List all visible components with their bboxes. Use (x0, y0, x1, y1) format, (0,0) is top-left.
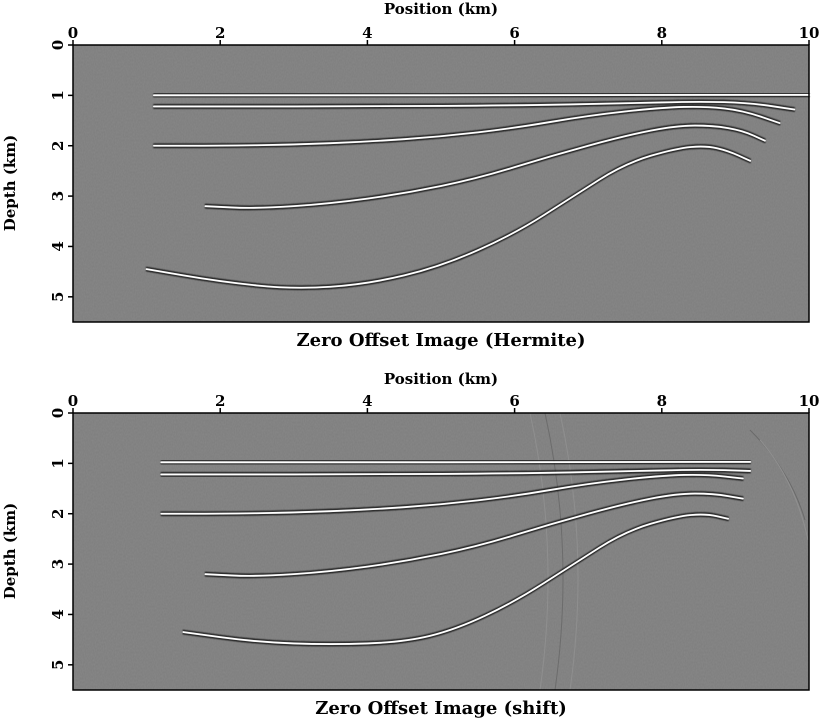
reflector-3-trough (153, 104, 781, 145)
x-tick-label: 6 (509, 392, 519, 410)
y-tick-label: 1 (49, 458, 67, 468)
y-axis-label: Depth (km) (1, 135, 19, 232)
reflector-2-peak (160, 468, 752, 476)
reflector-1-peak (153, 93, 810, 97)
y-tick-label: 2 (49, 509, 67, 519)
reflector-2-trough (153, 99, 796, 109)
y-tick-label: 0 (49, 408, 67, 418)
reflector-4-trough (204, 126, 766, 211)
reflector-1-trough (160, 462, 751, 465)
reflector-5-trough (145, 147, 751, 291)
y-tick-label: 0 (49, 40, 67, 50)
reflector-3-trough (160, 475, 744, 517)
y-tick-label: 5 (49, 660, 67, 670)
reflector-3-trough (160, 472, 744, 513)
y-tick-label: 5 (49, 292, 67, 302)
reflector-1-trough (153, 92, 810, 95)
reflector-1-peak (160, 460, 752, 464)
panel-title: Zero Offset Image (Hermite) (296, 330, 585, 351)
x-tick-label: 2 (215, 24, 225, 42)
y-axis-label: Depth (km) (1, 503, 19, 600)
reflector-4-trough (204, 494, 744, 579)
y-ticks-shift: 0 1 2 3 4 5 (49, 408, 73, 670)
x-tick-label: 10 (799, 392, 820, 410)
x-tick-label: 4 (362, 24, 372, 42)
y-tick-label: 4 (49, 241, 67, 251)
plot-frame (72, 412, 810, 691)
noise-texture (73, 45, 809, 322)
reflector-5-trough (145, 144, 751, 287)
x-ticks-shift: 0 2 4 6 8 10 (68, 392, 820, 413)
x-tick-label: 0 (68, 392, 78, 410)
y-tick-label: 2 (49, 141, 67, 151)
x-ticks-hermite: 0 2 4 6 8 10 (68, 24, 820, 45)
y-tick-label: 1 (49, 90, 67, 100)
x-axis-label: Position (km) (384, 370, 498, 388)
reflector-2-peak (153, 100, 796, 111)
reflector-4-peak (204, 492, 744, 577)
reflector-3-peak (160, 473, 744, 515)
reflector-5-trough (182, 515, 729, 647)
x-tick-label: 8 (657, 392, 667, 410)
x-tick-label: 6 (509, 24, 519, 42)
reflector-3-trough (153, 107, 781, 149)
x-tick-label: 2 (215, 392, 225, 410)
x-tick-label: 10 (799, 24, 820, 42)
plot-frame (72, 44, 810, 323)
x-tick-label: 8 (657, 24, 667, 42)
noise-texture (73, 413, 809, 690)
reflector-1-trough (153, 95, 810, 98)
reflector-2-trough (160, 470, 751, 477)
reflector-4-peak (204, 124, 766, 209)
x-axis-label: Position (km) (384, 0, 498, 18)
panel-title: Zero Offset Image (shift) (315, 698, 567, 719)
reflector-3-peak (153, 105, 781, 147)
y-tick-label: 3 (49, 559, 67, 569)
reflectors-hermite (145, 92, 810, 291)
reflector-2-trough (153, 102, 796, 112)
y-tick-label: 4 (49, 609, 67, 619)
x-tick-label: 0 (68, 24, 78, 42)
reflectors-shift (160, 459, 752, 647)
reflector-2-trough (160, 467, 751, 474)
reflector-4-trough (204, 123, 766, 208)
migration-artifacts (529, 412, 809, 691)
reflector-5-peak (145, 145, 752, 289)
y-ticks-hermite: 0 1 2 3 4 5 (49, 40, 73, 302)
x-tick-label: 4 (362, 392, 372, 410)
reflector-4-trough (204, 491, 744, 576)
reflector-5-trough (182, 512, 729, 644)
reflector-1-trough (160, 459, 751, 462)
reflector-5-peak (182, 513, 729, 645)
y-tick-label: 3 (49, 191, 67, 201)
